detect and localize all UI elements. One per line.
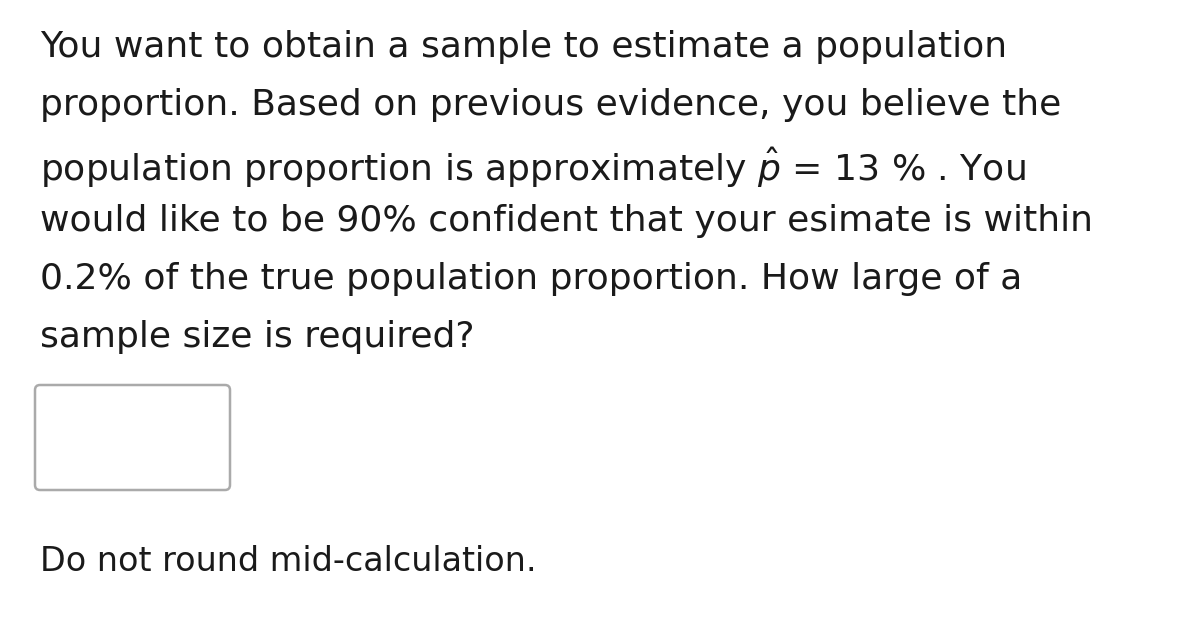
Text: would like to be 90% confident that your esimate is within: would like to be 90% confident that your…	[40, 204, 1093, 238]
Text: proportion. Based on previous evidence, you believe the: proportion. Based on previous evidence, …	[40, 88, 1061, 122]
Text: sample size is required?: sample size is required?	[40, 320, 474, 354]
FancyBboxPatch shape	[35, 385, 230, 490]
Text: 0.2% of the true population proportion. How large of a: 0.2% of the true population proportion. …	[40, 262, 1022, 296]
Text: population proportion is approximately $\hat{p}$ = 13 % . You: population proportion is approximately $…	[40, 146, 1026, 190]
Text: Do not round mid-calculation.: Do not round mid-calculation.	[40, 545, 536, 578]
Text: You want to obtain a sample to estimate a population: You want to obtain a sample to estimate …	[40, 30, 1007, 64]
